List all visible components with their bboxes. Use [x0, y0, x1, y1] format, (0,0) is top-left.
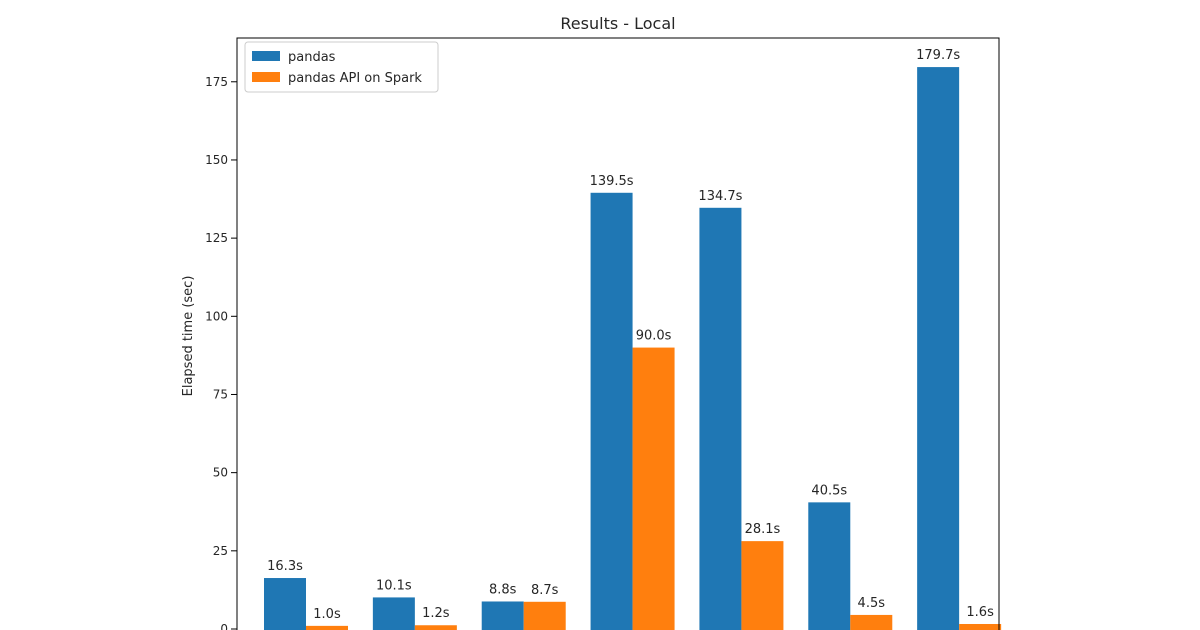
plot-frame — [236, 37, 1000, 630]
y-tick-label: 50 — [213, 466, 228, 480]
bar-pandas-3 — [481, 601, 524, 630]
bar-value-label: 1.2s — [422, 606, 450, 621]
bar-pandas-5 — [699, 207, 742, 630]
legend-swatch-pandas-api-on-spark — [252, 72, 280, 82]
bar-value-label: 139.5s — [590, 174, 634, 189]
legend-box — [244, 41, 439, 93]
bar-pandas-7 — [917, 67, 960, 630]
bar-value-label: 8.7s — [531, 583, 559, 598]
bar-value-label: 1.6s — [966, 605, 994, 620]
bar-pandas-2 — [372, 597, 415, 630]
y-tick-label: 150 — [205, 153, 228, 167]
bar-value-label: 8.8s — [489, 582, 517, 597]
bar-value-label: 179.7s — [916, 48, 960, 63]
y-axis-label: Elapsed time (sec) — [181, 276, 196, 397]
legend-swatch-pandas — [252, 51, 280, 61]
bar-value-label: 40.5s — [811, 483, 847, 498]
bar-value-label: 1.0s — [313, 607, 341, 622]
legend: pandas pandas API on Spark — [244, 41, 439, 93]
bar-labels: 16.3s 10.1s 8.8s 139.5s 134.7s 40.5s 179.7s 1.0… — [267, 48, 994, 622]
bar-pandas-1 — [264, 578, 306, 630]
bar-value-label: 90.0s — [636, 329, 672, 344]
y-tick-label: 175 — [205, 75, 228, 89]
bar-value-label: 134.7s — [698, 189, 742, 204]
bar-value-label: 10.1s — [376, 578, 412, 593]
bar-pandas-api-on-spark-2 — [414, 625, 457, 630]
legend-label-pandas: pandas — [288, 50, 336, 65]
y-tick-label: 25 — [213, 544, 228, 558]
y-tick-label: 75 — [213, 387, 228, 401]
chart-title: Results - Local — [560, 14, 675, 33]
bar-value-label: 16.3s — [267, 559, 303, 574]
y-tick-label: 0 — [220, 622, 228, 630]
legend-label-pandas-api-on-spark: pandas API on Spark — [288, 71, 422, 86]
bar-pandas-api-on-spark-7 — [959, 623, 1002, 630]
y-tick-label: 100 — [205, 309, 228, 323]
bar-pandas-api-on-spark-3 — [523, 601, 566, 630]
bar-pandas-api-on-spark-1 — [306, 625, 348, 630]
bars — [264, 67, 1002, 630]
bar-pandas-api-on-spark-5 — [741, 541, 784, 630]
bar-pandas-4 — [590, 192, 633, 630]
y-axis-ticks: 0 25 50 75 100 125 150 175 — [205, 75, 237, 630]
bar-pandas-api-on-spark-4 — [632, 347, 675, 630]
bar-pandas-api-on-spark-6 — [850, 614, 893, 630]
bar-pandas-6 — [808, 502, 851, 630]
bar-value-label: 28.1s — [745, 522, 781, 537]
y-tick-label: 125 — [205, 231, 228, 245]
bar-value-label: 4.5s — [858, 596, 886, 611]
